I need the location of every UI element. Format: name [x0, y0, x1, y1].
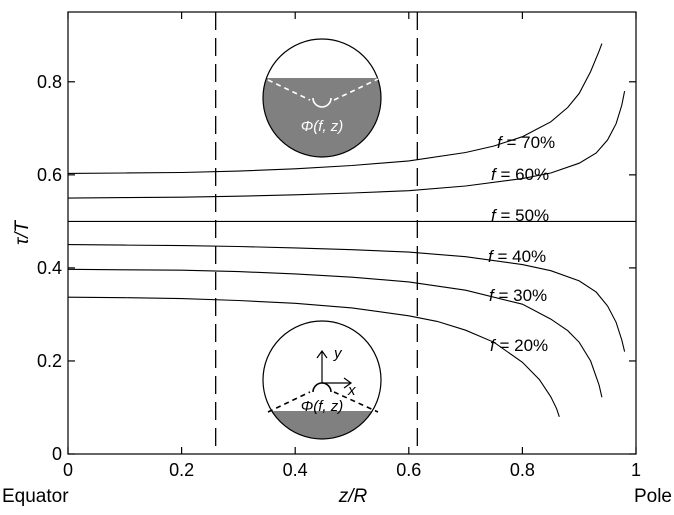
x-tick-label-1: 0.2 [169, 460, 194, 480]
inset-bottom-y-arrow-icon [316, 349, 328, 359]
series-line-40-percent [67, 244, 626, 352]
x-end-label-equator: Equator [2, 486, 69, 507]
series-line-60-percent [67, 90, 626, 199]
inset-top-angle-arc [312, 97, 332, 108]
series-label-f70-rest: = 70% [502, 133, 555, 152]
inset-top-dashed-left [267, 79, 311, 101]
inset-bottom-circle [262, 320, 382, 440]
series-label-f20-var: f [490, 336, 497, 355]
y-tick-label-0: 0 [52, 444, 62, 464]
series-label-f60-var: f [491, 165, 498, 184]
y-tick-label-3: 0.6 [37, 165, 62, 185]
inset-bottom-dashed-right [333, 391, 379, 413]
x-end-label-pole: Pole [634, 486, 672, 507]
series-label-f40: f = 40% [488, 247, 546, 266]
series-label-f50-rest: = 50% [496, 206, 549, 225]
series-label-f70: f = 70% [497, 133, 555, 152]
series-label-f50-var: f [491, 206, 498, 225]
inset-top-circle [262, 38, 382, 158]
x-tick-label-5: 1 [631, 460, 641, 480]
series-lines [67, 43, 636, 417]
series-label-f30: f = 30% [489, 286, 547, 305]
series-line-70-percent [67, 43, 603, 174]
series-label-f30-rest: = 30% [494, 286, 547, 305]
plot-frame [67, 11, 637, 455]
vertical-reference-lines [215, 12, 418, 454]
inset-bottom-x-label: x [347, 382, 356, 399]
x-tick-label-3: 0.6 [396, 460, 421, 480]
series-label-f60-rest: = 60% [496, 165, 549, 184]
series-label-f30-var: f [489, 286, 496, 305]
y-tick-label-4: 0.8 [37, 72, 62, 92]
series-label-f50: f = 50% [491, 206, 549, 225]
inset-top-dashed-right [333, 78, 379, 101]
y-tick-label-2: 0.4 [37, 258, 62, 278]
x-axis-ticks: 0 0.2 0.4 0.6 0.8 1 [63, 12, 641, 480]
inset-bottom-dashed-left [267, 391, 311, 413]
x-axis-label: z/R [338, 486, 368, 507]
series-label-f20-rest: = 20% [495, 336, 548, 355]
inset-top-label: Φ(f, z) [301, 118, 344, 135]
series-line-30-percent [67, 268, 603, 398]
series-labels: f = 70% f = 60% f = 50% f = 40% f = 30% … [488, 133, 555, 355]
x-tick-label-2: 0.4 [283, 460, 308, 480]
x-tick-label-4: 0.8 [510, 460, 535, 480]
y-axis-label: τ/T [12, 220, 33, 245]
x-tick-label-0: 0 [63, 460, 73, 480]
series-label-f20: f = 20% [490, 336, 548, 355]
y-tick-label-1: 0.2 [37, 351, 62, 371]
inset-bottom-label: Φ(f, z) [301, 398, 344, 415]
series-line-20-percent [67, 296, 560, 417]
inset-bottom-y-label: y [333, 345, 343, 362]
series-label-f40-rest: = 40% [493, 247, 546, 266]
series-label-f40-var: f [488, 247, 495, 266]
series-label-f70-var: f [497, 133, 504, 152]
series-label-f60: f = 60% [491, 165, 549, 184]
inset-bottom-x-arrow-icon [343, 377, 353, 389]
